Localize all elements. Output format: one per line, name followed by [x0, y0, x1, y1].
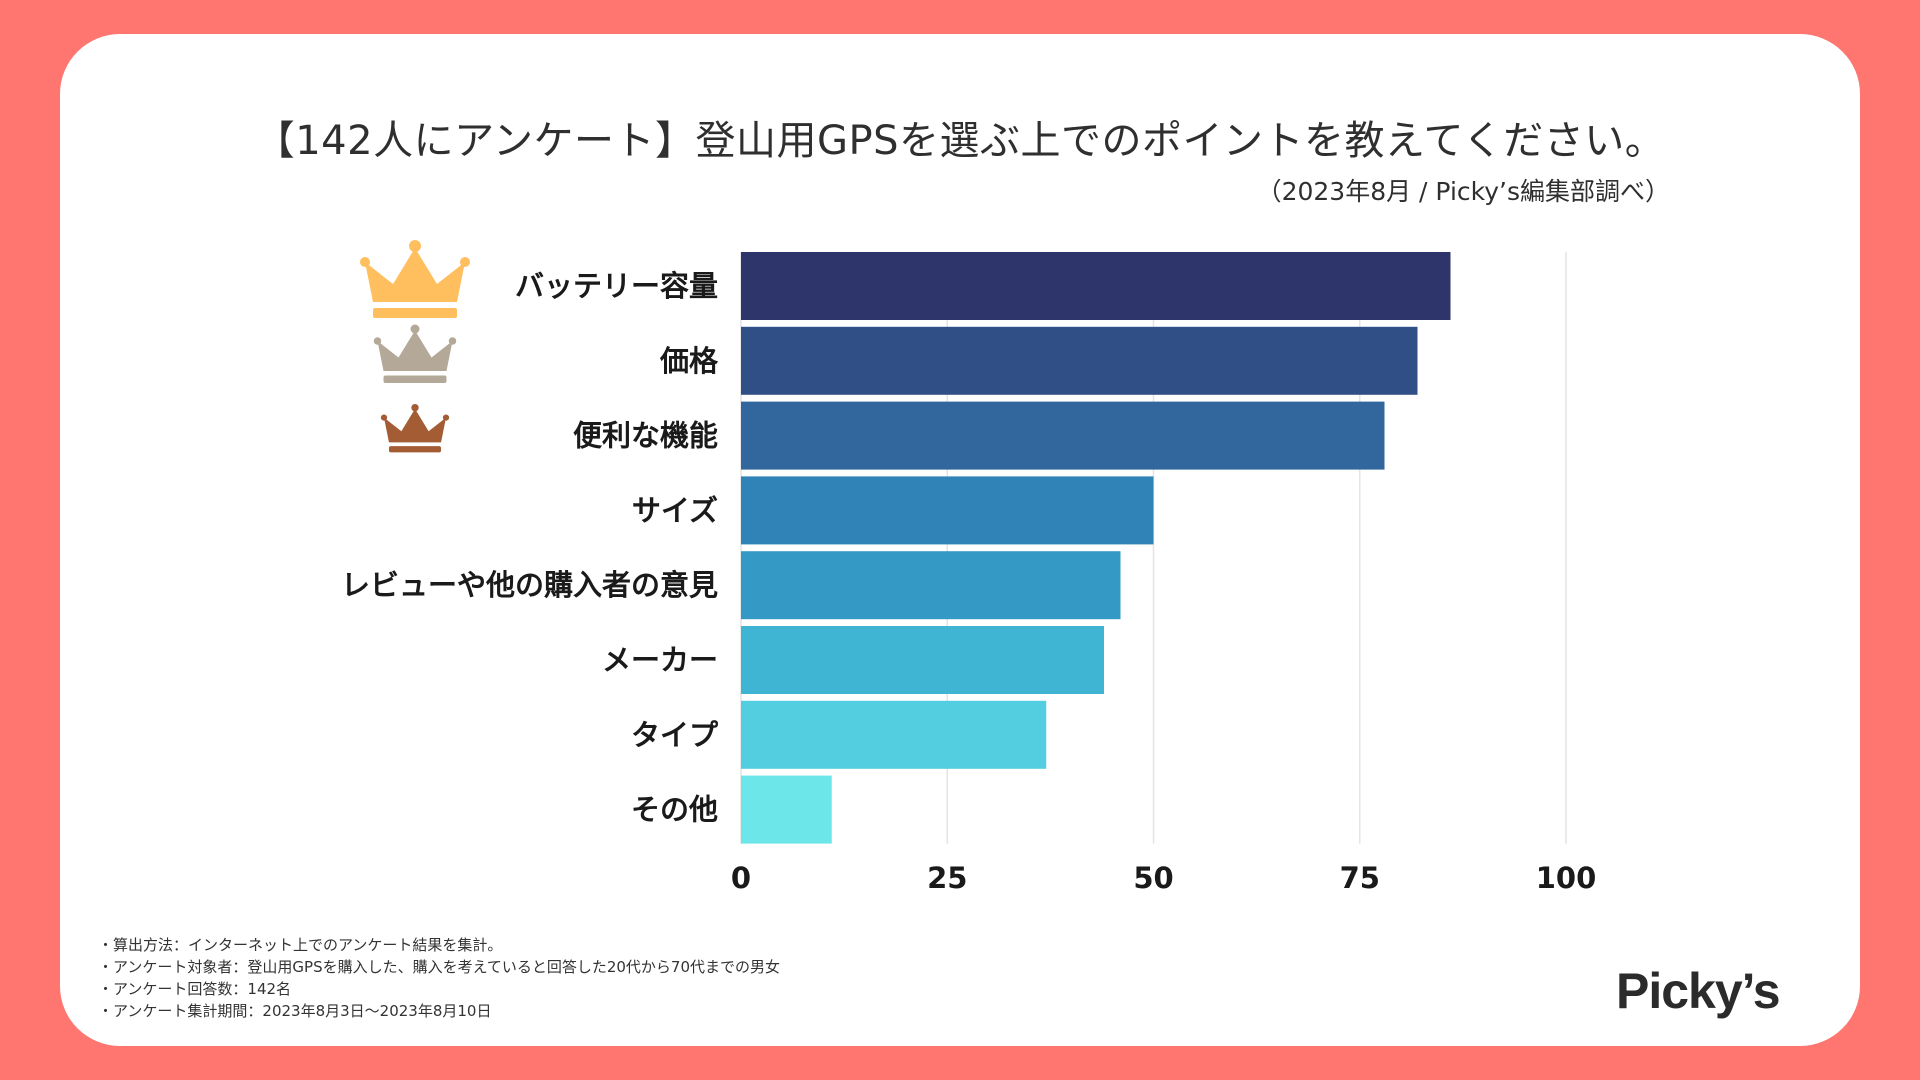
chart-title: 【142人にアンケート】登山用GPSを選ぶ上でのポイントを教えてください。	[254, 118, 1666, 164]
category-label: サイズ	[632, 493, 718, 527]
chart-subtitle: （2023年8月 / Picky’s編集部調べ）	[1256, 177, 1670, 206]
brand-logo: Picky’s	[1616, 963, 1781, 1019]
x-tick-label: 0	[731, 861, 751, 895]
category-label: バッテリー容量	[515, 269, 718, 303]
survey-notes: ・算出方法：インターネット上でのアンケート結果を集計。 ・アンケート対象者：登山…	[98, 934, 780, 1022]
bronze-crown-icon	[380, 403, 450, 453]
note-method: ・算出方法：インターネット上でのアンケート結果を集計。	[98, 936, 503, 954]
category-label: 価格	[659, 344, 719, 378]
category-label: その他	[631, 793, 718, 827]
bar	[741, 700, 1047, 769]
bar	[741, 775, 832, 844]
bar	[741, 476, 1154, 545]
x-tick-label: 75	[1340, 861, 1380, 895]
x-tick-label: 50	[1133, 861, 1173, 895]
category-label: タイプ	[631, 718, 719, 752]
bar	[741, 252, 1451, 320]
bar	[741, 401, 1385, 470]
category-label: メーカー	[602, 643, 718, 677]
silver-crown-icon	[373, 324, 457, 383]
x-tick-label: 100	[1536, 861, 1597, 895]
category-label: レビューや他の購入者の意見	[341, 568, 718, 602]
bar	[741, 551, 1121, 620]
bar	[741, 626, 1104, 694]
note-count: ・アンケート回答数：142名	[98, 980, 292, 998]
category-label: 便利な機能	[573, 419, 718, 453]
note-target: ・アンケート対象者：登山用GPSを購入した、購入を考えていると回答した20代から…	[98, 958, 781, 976]
gold-crown-icon	[360, 240, 470, 318]
x-tick-label: 25	[927, 861, 967, 895]
bar	[741, 326, 1418, 395]
note-period: ・アンケート集計期間：2023年8月3日〜2023年8月10日	[98, 1002, 492, 1020]
